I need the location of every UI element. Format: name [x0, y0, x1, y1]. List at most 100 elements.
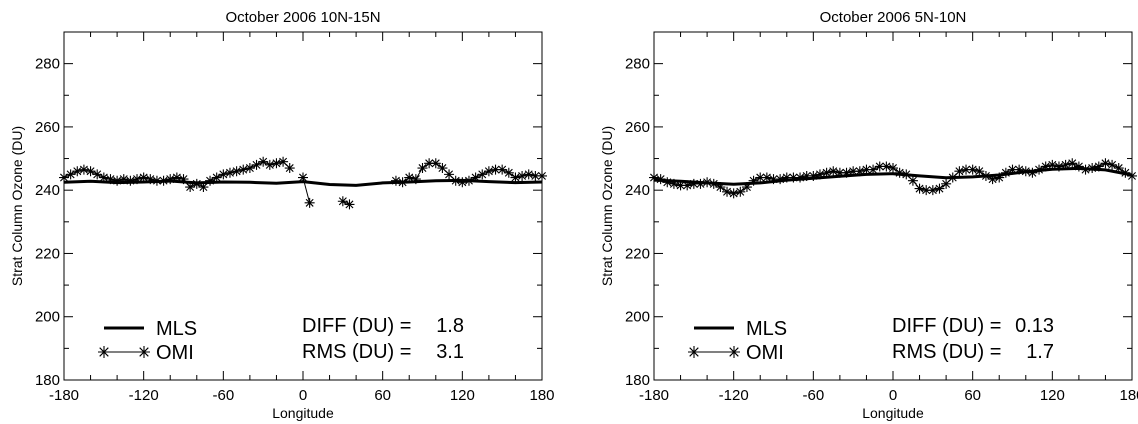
omi-point	[702, 177, 713, 188]
omi-point	[987, 174, 998, 185]
omi-point	[125, 175, 136, 186]
omi-point	[517, 170, 528, 181]
omi-point	[59, 172, 69, 183]
omi-point	[523, 169, 534, 180]
omi-point	[304, 197, 315, 208]
omi-point	[98, 172, 109, 183]
omi-point	[1053, 161, 1064, 172]
legend-mls-label: MLS	[156, 318, 197, 340]
omi-point	[1040, 161, 1051, 172]
omi-point	[914, 183, 925, 194]
stat-value: 1.7	[1026, 341, 1054, 363]
omi-point	[1073, 161, 1084, 172]
omi-point	[264, 159, 275, 170]
omi-point	[1113, 163, 1124, 174]
legend-omi-marker	[138, 346, 150, 358]
omi-point	[417, 163, 428, 174]
omi-point	[1060, 159, 1071, 170]
omi-point	[404, 172, 415, 183]
omi-point	[530, 170, 541, 181]
omi-point	[1047, 159, 1058, 170]
omi-point	[185, 182, 196, 193]
omi-point	[1120, 167, 1131, 178]
omi-point	[198, 182, 209, 193]
omi-point	[112, 175, 123, 186]
omi-point	[337, 196, 348, 207]
x-tick-label: -180	[639, 387, 669, 404]
omi-point	[410, 174, 421, 185]
omi-point	[954, 166, 965, 177]
omi-point	[437, 163, 448, 174]
omi-point	[768, 174, 779, 185]
omi-point	[503, 167, 514, 178]
omi-point	[841, 167, 852, 178]
x-tick-label: 180	[529, 387, 554, 404]
omi-point	[967, 164, 978, 175]
omi-point	[457, 177, 468, 188]
omi-point	[941, 178, 952, 189]
omi-point	[655, 174, 666, 185]
legend-omi-marker	[98, 346, 110, 358]
omi-point	[868, 164, 879, 175]
omi-point	[761, 172, 772, 183]
omi-point	[821, 167, 832, 178]
x-tick-label: -60	[212, 387, 234, 404]
stat-label: RMS (DU) =	[302, 341, 411, 363]
omi-point	[888, 163, 898, 174]
omi-point	[85, 166, 96, 177]
omi-point	[151, 175, 162, 186]
y-tick-label: 240	[625, 182, 650, 199]
omi-point	[191, 178, 202, 189]
omi-point	[251, 159, 262, 170]
omi-point	[470, 172, 481, 183]
omi-point	[178, 174, 189, 185]
omi-point	[158, 175, 169, 186]
omi-point	[861, 164, 872, 175]
omi-point	[510, 172, 521, 183]
omi-point	[728, 188, 739, 199]
y-tick-label: 260	[35, 119, 60, 136]
omi-point	[921, 185, 932, 196]
omi-point	[662, 177, 673, 188]
omi-point	[244, 163, 255, 174]
omi-point	[118, 174, 129, 185]
y-tick-label: 180	[625, 372, 650, 389]
omi-point	[682, 180, 693, 191]
y-tick-label: 260	[625, 119, 650, 136]
stat-value: 3.1	[436, 341, 464, 363]
y-tick-label: 280	[625, 56, 650, 73]
omi-point	[675, 180, 686, 191]
stat-label: RMS (DU) =	[892, 341, 1001, 363]
omi-point	[463, 175, 474, 186]
x-tick-label: 0	[889, 387, 897, 404]
stat-label: DIFF (DU) =	[302, 315, 411, 337]
omi-point	[934, 183, 945, 194]
omi-point	[1093, 161, 1104, 172]
omi-point	[444, 169, 455, 180]
x-tick-label: 120	[1040, 387, 1065, 404]
x-tick-label: 180	[1119, 387, 1138, 404]
omi-point	[238, 164, 249, 175]
chart-title: October 2006 5N-10N	[820, 9, 967, 26]
y-axis-label: Strat Column Ozone (DU)	[599, 126, 615, 286]
omi-point	[205, 175, 216, 186]
omi-point	[688, 178, 699, 189]
omi-point	[165, 174, 176, 185]
omi-point	[1080, 164, 1091, 175]
omi-point	[695, 178, 706, 189]
legend-omi-marker	[728, 346, 740, 358]
omi-point	[795, 172, 806, 183]
x-axis-label: Longitude	[272, 405, 334, 421]
x-tick-label: 0	[299, 387, 307, 404]
omi-point	[808, 170, 819, 181]
omi-point	[490, 164, 501, 175]
y-tick-label: 220	[625, 245, 650, 262]
omi-point	[424, 158, 435, 169]
omi-point	[271, 158, 282, 169]
omi-point	[105, 174, 116, 185]
omi-point	[715, 182, 726, 193]
omi-point	[854, 166, 865, 177]
y-tick-label: 200	[35, 309, 60, 326]
omi-point	[138, 172, 149, 183]
